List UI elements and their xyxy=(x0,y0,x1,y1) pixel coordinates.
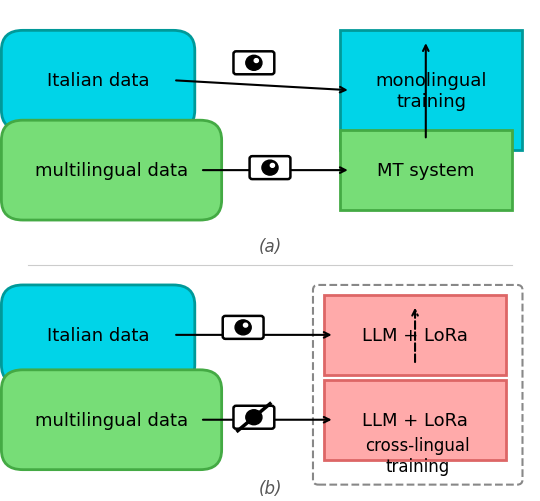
Text: Italian data: Italian data xyxy=(47,72,150,90)
Text: multilingual data: multilingual data xyxy=(35,411,188,429)
Text: cross-lingual
training: cross-lingual training xyxy=(366,436,470,475)
Text: MT system: MT system xyxy=(377,162,475,180)
FancyBboxPatch shape xyxy=(2,370,221,470)
FancyBboxPatch shape xyxy=(233,406,274,429)
Text: Italian data: Italian data xyxy=(47,326,150,344)
Circle shape xyxy=(246,56,262,71)
Circle shape xyxy=(271,164,274,168)
FancyBboxPatch shape xyxy=(2,286,195,385)
Circle shape xyxy=(254,60,259,63)
Circle shape xyxy=(262,161,278,176)
Text: (b): (b) xyxy=(258,479,282,497)
FancyBboxPatch shape xyxy=(2,31,195,131)
Text: LLM + LoRa: LLM + LoRa xyxy=(362,411,468,429)
FancyBboxPatch shape xyxy=(340,31,523,151)
FancyBboxPatch shape xyxy=(222,316,264,339)
Text: LLM + LoRa: LLM + LoRa xyxy=(362,326,468,344)
FancyBboxPatch shape xyxy=(340,131,512,210)
Circle shape xyxy=(246,410,262,425)
FancyBboxPatch shape xyxy=(233,52,274,75)
Text: monolingual
training: monolingual training xyxy=(375,72,487,110)
Circle shape xyxy=(244,324,248,328)
FancyBboxPatch shape xyxy=(2,121,221,220)
Circle shape xyxy=(235,320,251,335)
FancyBboxPatch shape xyxy=(323,380,507,460)
Text: (a): (a) xyxy=(258,237,282,256)
FancyBboxPatch shape xyxy=(323,296,507,375)
FancyBboxPatch shape xyxy=(249,157,291,180)
Text: multilingual data: multilingual data xyxy=(35,162,188,180)
